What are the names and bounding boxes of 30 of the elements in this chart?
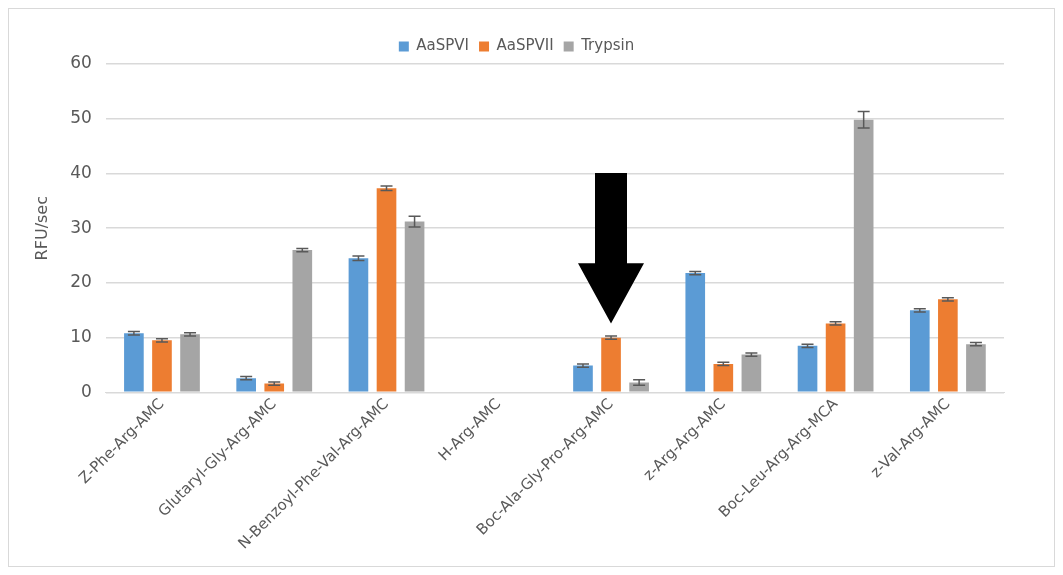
bar — [348, 258, 369, 392]
bar — [909, 310, 930, 392]
bar — [966, 344, 986, 392]
legend-label: AaSPVII — [496, 36, 554, 55]
y-axis-title: RFU/sec — [31, 195, 51, 261]
y-tick-label: 20 — [70, 271, 92, 292]
bar — [741, 354, 762, 392]
bar — [124, 333, 144, 392]
bar — [152, 340, 172, 392]
bar — [404, 221, 425, 392]
bar — [713, 363, 734, 392]
bar — [797, 345, 818, 392]
bar — [685, 273, 706, 392]
y-tick-label: 50 — [70, 107, 92, 128]
bar — [376, 188, 397, 392]
y-tick-label: 0 — [81, 380, 92, 401]
bar — [825, 323, 846, 392]
legend-label: AaSPVI — [416, 36, 470, 55]
bar — [236, 378, 256, 392]
bar — [938, 299, 958, 392]
y-tick-label: 40 — [70, 161, 92, 182]
y-tick-label: 60 — [70, 52, 92, 73]
y-tick-label: 10 — [70, 326, 92, 347]
bar — [601, 337, 621, 392]
bar — [853, 119, 874, 392]
legend-label: Trypsin — [580, 36, 635, 55]
bar — [292, 250, 313, 392]
bar — [573, 365, 593, 392]
bar — [180, 334, 200, 392]
y-tick-label: 30 — [70, 216, 92, 237]
